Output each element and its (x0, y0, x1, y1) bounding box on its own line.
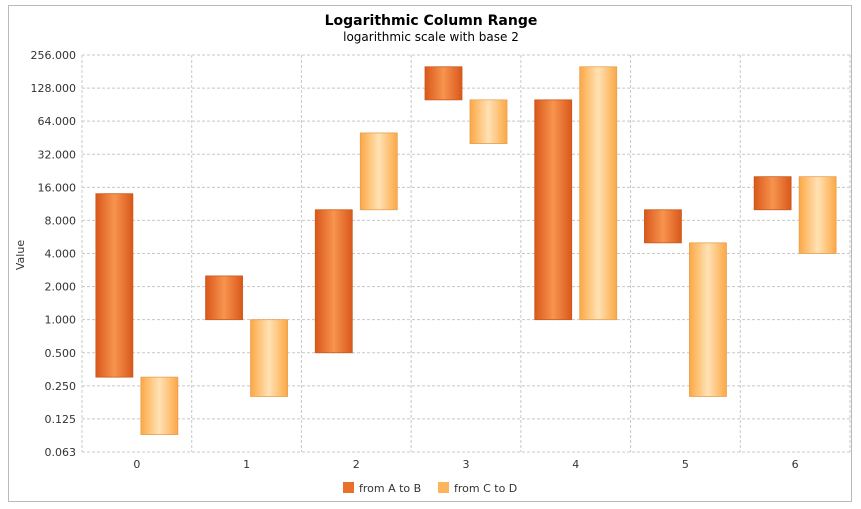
range-bar[interactable] (250, 319, 288, 397)
x-tick-label: 4 (572, 458, 579, 471)
y-tick-label: 0.500 (45, 347, 77, 360)
range-bar[interactable] (753, 176, 792, 211)
y-axis-title: Value (14, 240, 27, 270)
range-bar[interactable] (644, 209, 682, 244)
range-bar[interactable] (689, 242, 727, 397)
range-bar[interactable] (359, 132, 398, 211)
x-tick-label: 3 (463, 458, 470, 471)
range-bar[interactable] (579, 66, 618, 321)
range-bar[interactable] (140, 376, 179, 435)
range-bar[interactable] (205, 275, 243, 321)
y-tick-label: 8.000 (45, 214, 77, 227)
legend-swatch[interactable] (438, 482, 449, 493)
range-bar[interactable] (424, 66, 463, 101)
x-tick-label: 6 (792, 458, 799, 471)
range-bar[interactable] (798, 176, 837, 254)
x-tick-label: 2 (353, 458, 360, 471)
y-tick-label: 16.000 (38, 181, 77, 194)
y-tick-label: 0.250 (45, 380, 77, 393)
x-axis-ticks: 0 1 2 3 4 5 6 (133, 458, 798, 471)
grid-lines (81, 54, 851, 453)
y-axis-ticks: 0.063 0.125 0.250 0.500 1.000 2.000 4.000 8.000… (31, 49, 77, 459)
y-tick-label: 64.000 (38, 115, 77, 128)
range-bar[interactable] (314, 209, 353, 354)
range-bar[interactable] (469, 99, 508, 144)
y-tick-label: 4.000 (45, 248, 77, 261)
bars (95, 66, 837, 435)
y-tick-label: 32.000 (38, 148, 77, 161)
range-bar[interactable] (95, 193, 134, 378)
legend: from A to B from C to D (343, 482, 517, 495)
y-tick-label: 256.000 (31, 49, 77, 62)
y-tick-label: 1.000 (45, 314, 77, 327)
y-tick-label: 128.000 (31, 82, 77, 95)
x-tick-label: 0 (133, 458, 140, 471)
x-tick-label: 1 (243, 458, 250, 471)
legend-swatch[interactable] (343, 482, 354, 493)
y-tick-label: 0.125 (45, 413, 77, 426)
y-tick-label: 2.000 (45, 281, 77, 294)
x-tick-label: 5 (682, 458, 689, 471)
chart-subtitle: logarithmic scale with base 2 (343, 30, 519, 44)
legend-label[interactable]: from A to B (359, 482, 421, 495)
chart-title: Logarithmic Column Range (325, 13, 538, 29)
legend-label[interactable]: from C to D (454, 482, 517, 495)
range-bar[interactable] (534, 99, 573, 321)
y-tick-label: 0.063 (45, 446, 77, 459)
